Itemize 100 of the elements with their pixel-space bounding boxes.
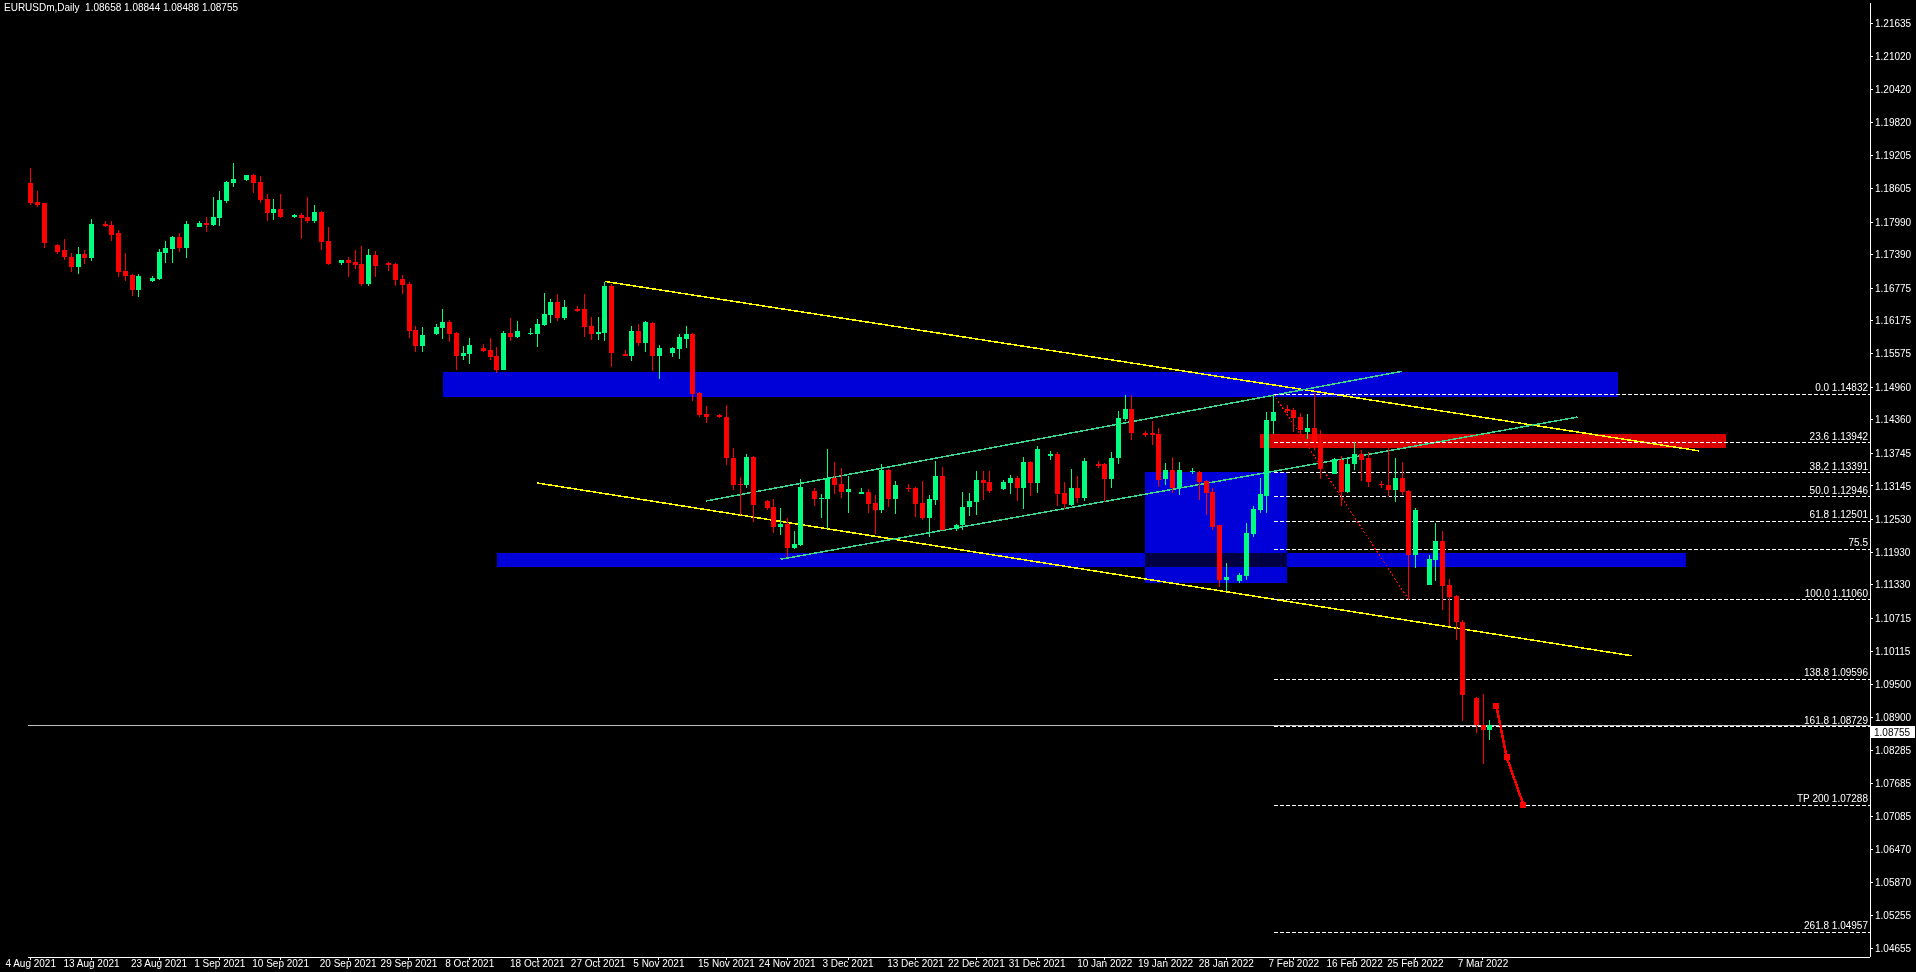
- candlestick: [1480, 693, 1486, 765]
- annotation: TP 200 1.07288: [1797, 793, 1869, 805]
- candlestick: [1196, 470, 1202, 501]
- candlestick: [906, 483, 912, 493]
- x-tick-label: 10 Sep 2021: [252, 958, 310, 970]
- point: [1520, 801, 1527, 808]
- candlestick: [676, 333, 682, 360]
- candlestick: [865, 488, 871, 514]
- candlestick: [555, 293, 561, 322]
- annotation: 100.0 1.11060: [1804, 587, 1869, 599]
- candlestick: [129, 273, 135, 297]
- candlestick: [1014, 475, 1020, 502]
- candlestick: [683, 325, 689, 349]
- x-tick-label: 7 Feb 2022: [1268, 958, 1320, 970]
- x-tick-label: 4 Aug 2021: [5, 958, 57, 970]
- ref-line-label: 1.08755: [1874, 727, 1911, 739]
- x-tick-label: 16 Feb 2022: [1326, 958, 1384, 970]
- candlestick: [230, 162, 236, 188]
- x-tick-label: 29 Sep 2021: [380, 958, 438, 970]
- candlestick: [224, 180, 230, 204]
- candlestick: [737, 476, 743, 516]
- x-tick-label: 15 Nov 2021: [698, 958, 756, 970]
- y-tick-label: 1.16775: [1875, 282, 1912, 294]
- x-tick-label: 13 Dec 2021: [887, 958, 945, 970]
- candlestick: [122, 252, 128, 282]
- y-tick-label: 1.15575: [1875, 348, 1912, 360]
- annotation: 138.8 1.09596: [1804, 667, 1869, 679]
- candlestick: [68, 252, 74, 273]
- y-tick-label: 1.14960: [1875, 381, 1912, 393]
- candlestick: [967, 492, 973, 517]
- candlestick: [784, 517, 790, 558]
- x-tick-label: 24 Nov 2021: [758, 958, 817, 970]
- candlestick: [575, 305, 581, 313]
- candlestick: [251, 173, 257, 194]
- candlestick: [1223, 562, 1229, 592]
- y-tick-label: 1.10115: [1875, 645, 1911, 657]
- candlestick: [1304, 413, 1310, 440]
- candlestick: [278, 193, 284, 219]
- y-tick-label: 1.07685: [1875, 778, 1912, 790]
- x-tick-label: 7 Mar 2022: [1457, 958, 1509, 970]
- y-tick-label: 1.10715: [1875, 612, 1912, 624]
- y-tick-label: 1.16175: [1875, 315, 1912, 327]
- y-tick-label: 1.07085: [1875, 810, 1912, 822]
- y-tick-label: 1.08285: [1875, 745, 1912, 757]
- candlestick: [656, 344, 662, 380]
- x-tick-label: 27 Oct 2021: [570, 958, 626, 970]
- candlestick: [447, 319, 453, 343]
- candlestick: [582, 293, 588, 338]
- candlestick: [1392, 457, 1398, 503]
- candlestick: [1122, 394, 1128, 422]
- candlestick: [257, 175, 263, 204]
- y-tick-label: 1.04655: [1875, 943, 1912, 955]
- candlestick: [372, 250, 378, 278]
- y-tick-label: 1.19820: [1875, 116, 1912, 128]
- candlestick: [1271, 393, 1277, 435]
- y-tick-label: 1.13745: [1875, 447, 1912, 459]
- candlestick: [1028, 460, 1034, 497]
- candlestick: [832, 461, 838, 495]
- x-tick-label: 10 Jan 2022: [1077, 958, 1133, 970]
- candlestick: [1007, 474, 1013, 495]
- candlestick: [507, 317, 513, 342]
- candlestick: [1061, 481, 1067, 510]
- candlestick: [62, 238, 68, 261]
- candlestick: [1365, 451, 1371, 488]
- candlestick: [778, 507, 784, 536]
- x-tick-label: 8 Oct 2021: [445, 958, 495, 970]
- annotation: 61.8 1.12501: [1809, 509, 1869, 521]
- y-tick-label: 1.06470: [1875, 844, 1912, 856]
- x-tick-label: 20 Sep 2021: [319, 958, 377, 970]
- chart-title: EURUSDm,Daily 1.08658 1.08844 1.08488 1.08755: [4, 2, 239, 13]
- y-tick-label: 1.18605: [1875, 183, 1912, 195]
- point: [1503, 754, 1510, 761]
- candlestick: [1298, 412, 1304, 435]
- y-tick-label: 1.21020: [1875, 51, 1912, 63]
- candlestick: [393, 262, 399, 287]
- candlestick: [838, 467, 844, 499]
- candlestick: [1163, 462, 1169, 486]
- annotation: 75.5: [1848, 537, 1869, 549]
- y-tick-label: 1.08900: [1875, 711, 1912, 723]
- candlestick: [264, 193, 270, 222]
- y-tick-label: 1.12530: [1875, 514, 1912, 526]
- x-tick-label: 1 Sep 2021: [194, 958, 246, 970]
- candlestick: [561, 299, 567, 321]
- annotation: 0.0 1.14832: [1815, 382, 1869, 394]
- y-tick-label: 1.14360: [1875, 414, 1912, 426]
- candlestick: [136, 273, 142, 298]
- candlestick: [325, 226, 331, 266]
- y-tick-label: 1.09500: [1875, 679, 1912, 691]
- candlestick: [534, 318, 540, 348]
- candlestick: [75, 246, 81, 275]
- x-tick-label: 22 Dec 2021: [948, 958, 1006, 970]
- candlestick: [1129, 394, 1135, 441]
- candlestick: [1176, 461, 1182, 496]
- candlestick: [28, 167, 34, 206]
- y-tick-label: 1.05870: [1875, 876, 1912, 888]
- point: [1493, 702, 1500, 709]
- candlestick: [919, 480, 925, 520]
- candlestick: [913, 486, 919, 518]
- candlestick: [1068, 468, 1074, 507]
- x-tick-label: 5 Nov 2021: [633, 958, 685, 970]
